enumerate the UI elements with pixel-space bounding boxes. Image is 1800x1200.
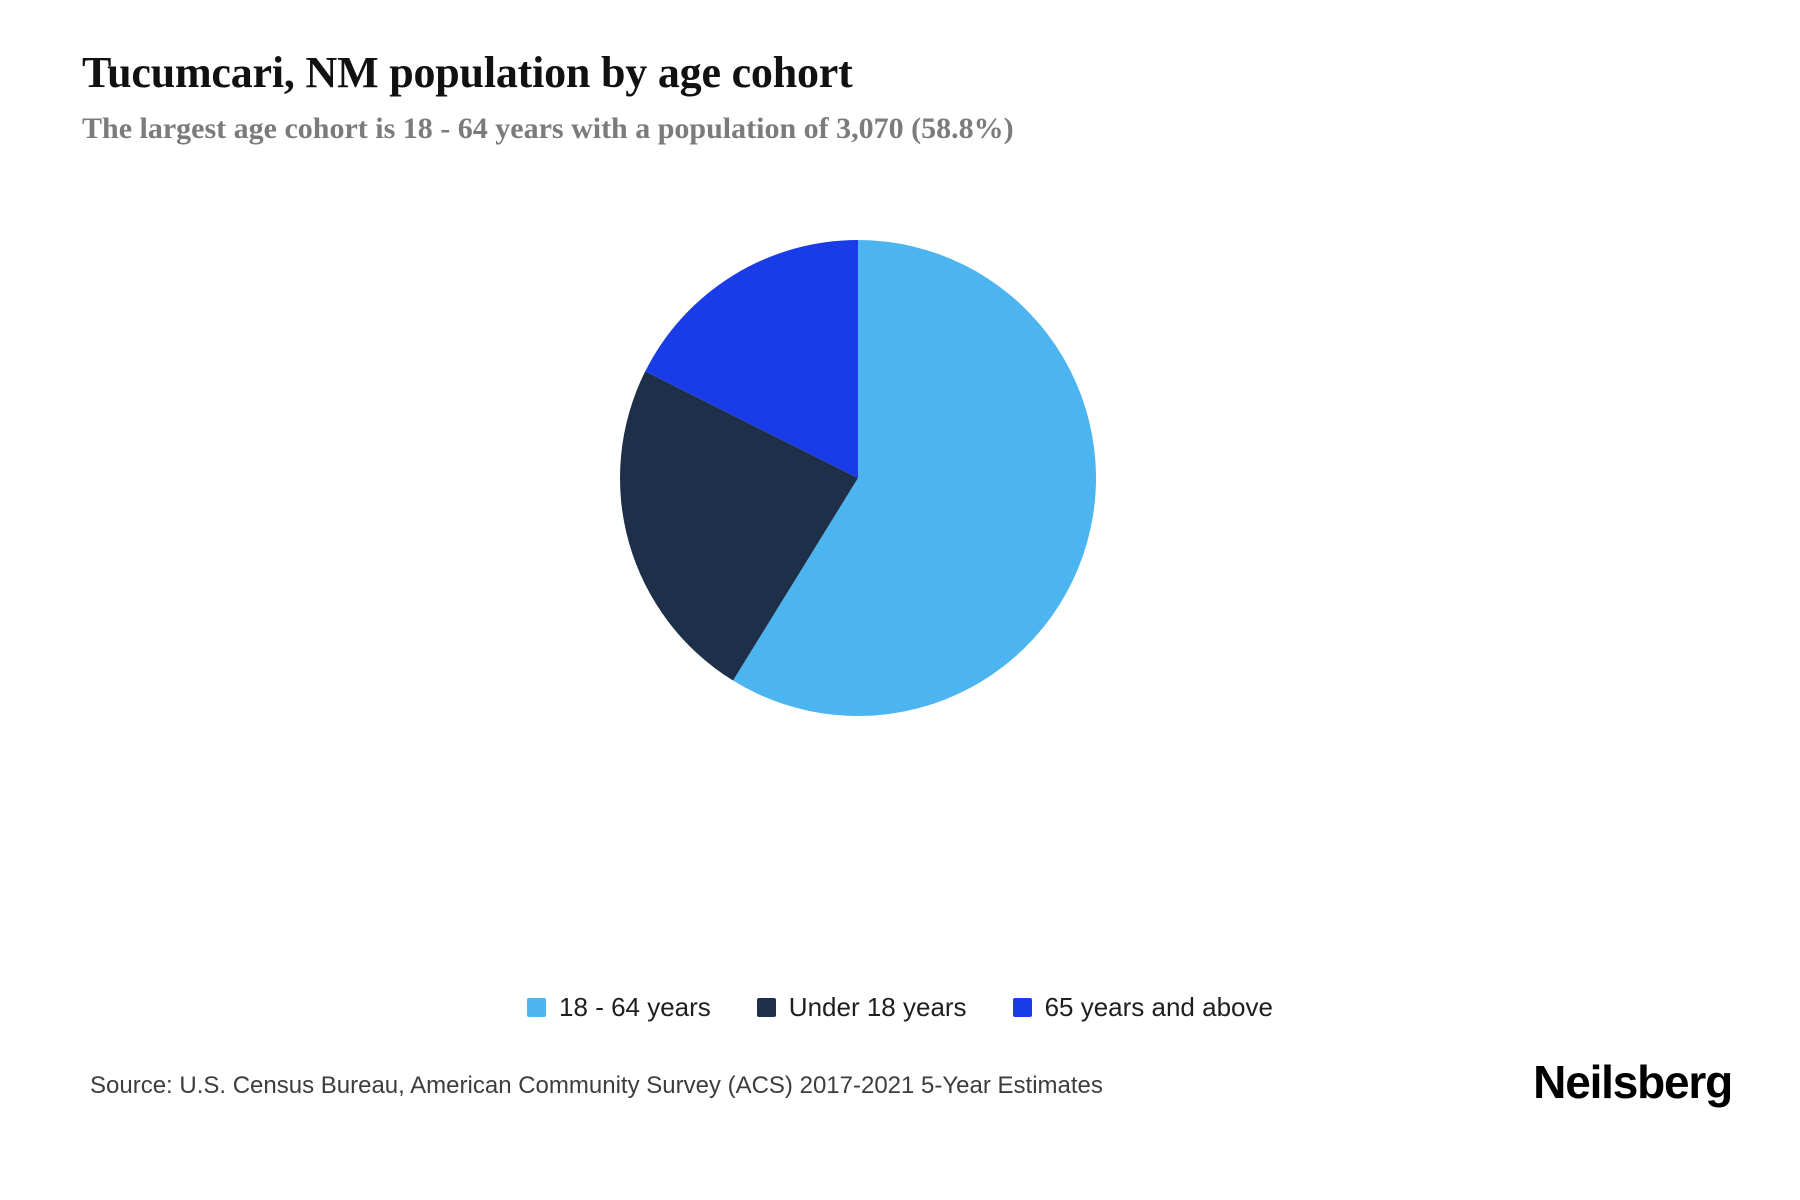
chart-subtitle: The largest age cohort is 18 - 64 years … bbox=[82, 112, 1014, 146]
legend-swatch-icon bbox=[527, 998, 547, 1017]
pie-chart: 58.8%23.6%17.6% bbox=[620, 240, 1096, 716]
legend-item-label: 18 - 64 years bbox=[559, 992, 711, 1022]
chart-plot-area: 58.8%23.6%17.6% bbox=[0, 200, 1800, 840]
legend-item-label: 65 years and above bbox=[1044, 992, 1273, 1022]
legend-item-65-years-and-above[interactable]: 65 years and above bbox=[1012, 992, 1273, 1023]
pie-slice[interactable] bbox=[645, 240, 858, 478]
chart-legend: 18 - 64 years Under 18 years 65 years an… bbox=[0, 992, 1800, 1023]
legend-item-label: Under 18 years bbox=[788, 992, 967, 1022]
legend-swatch-icon bbox=[1012, 998, 1032, 1017]
pie-slice-group bbox=[620, 240, 1096, 716]
pie-slice[interactable] bbox=[733, 240, 1096, 716]
legend-item-under-18-years[interactable]: Under 18 years bbox=[756, 992, 967, 1023]
legend-item-18-64-years[interactable]: 18 - 64 years bbox=[527, 992, 711, 1023]
legend-swatch-icon bbox=[756, 998, 776, 1017]
page-title: Tucumcari, NM population by age cohort bbox=[82, 48, 853, 97]
pie-slice[interactable] bbox=[620, 371, 858, 681]
brand-logo: Neilsberg bbox=[1533, 1056, 1733, 1108]
source-note: Source: U.S. Census Bureau, American Com… bbox=[90, 1072, 1103, 1099]
chart-header: Tucumcari, NM population by age cohort T… bbox=[82, 48, 1582, 147]
